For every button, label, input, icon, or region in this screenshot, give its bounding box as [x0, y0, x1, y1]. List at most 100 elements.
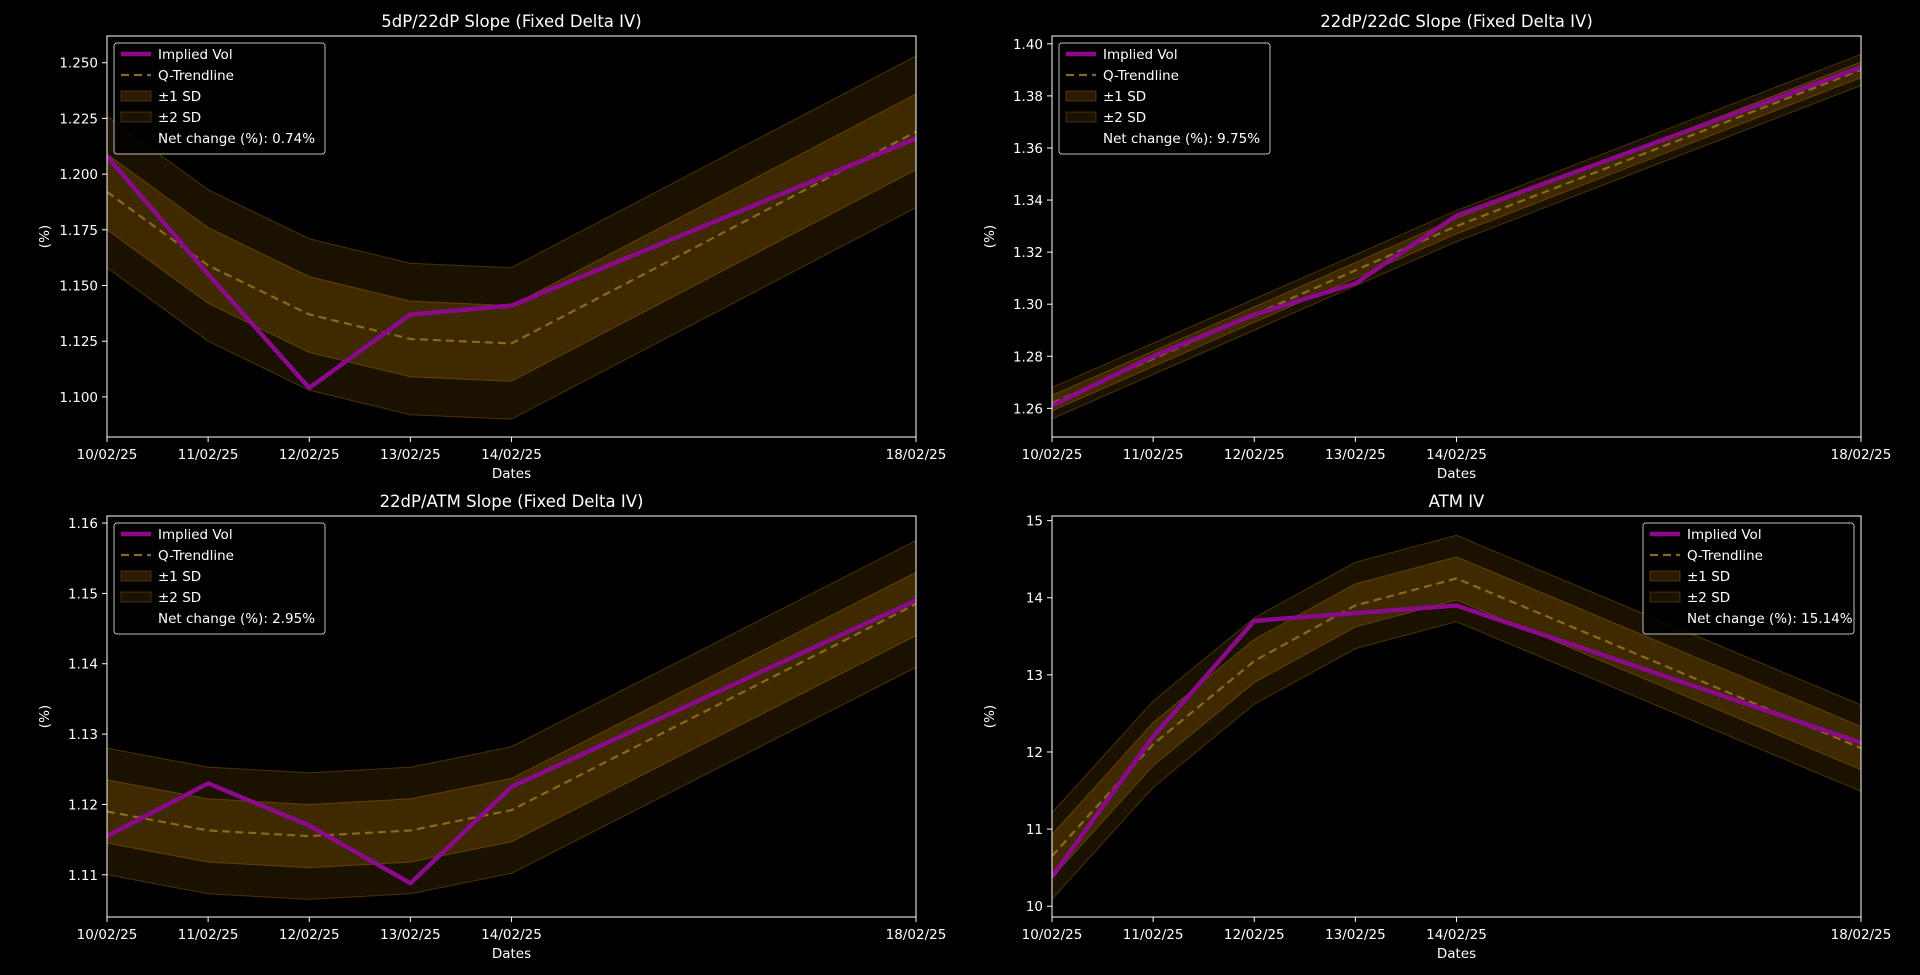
legend-label-q-trendline: Q-Trendline — [1103, 68, 1179, 84]
y-tick-label: 12 — [1026, 745, 1043, 761]
x-tick-label: 11/02/25 — [1123, 927, 1184, 943]
series-implied-vol — [1052, 603, 1861, 879]
legend-box — [1642, 522, 1855, 635]
y-tick-label: 13 — [1026, 668, 1043, 684]
y-tick-label: 1.12 — [68, 797, 98, 813]
y-tick-label: 1.36 — [1013, 141, 1043, 157]
legend-label-implied-vol: Implied Vol — [1687, 527, 1762, 543]
x-tick-label: 14/02/25 — [481, 927, 542, 943]
y-tick-label: 10 — [1026, 899, 1043, 915]
legend-label-implied-vol: Implied Vol — [1103, 47, 1178, 63]
series-implied-vol — [107, 598, 916, 886]
x-tick-label: 13/02/25 — [1325, 447, 1386, 463]
y-tick-label: 15 — [1026, 514, 1043, 530]
y-axis-label: (%) — [982, 705, 998, 728]
plot-area — [1052, 53, 1861, 420]
x-tick-label: 10/02/25 — [1022, 927, 1083, 943]
chart-title: ATM IV — [1429, 492, 1485, 511]
x-tick-label: 10/02/25 — [77, 927, 138, 943]
chart-panel-1: 10/02/25 11/02/25 12/02/25 13/02/25 14/02/25… — [37, 12, 946, 482]
legend-box — [113, 522, 326, 635]
legend-swatch-1sd — [120, 90, 152, 102]
legend-label-2sd: ±2 SD — [1103, 110, 1146, 126]
y-tick-label: 1.150 — [59, 279, 98, 295]
x-tick-label: 18/02/25 — [1831, 927, 1892, 943]
band-1sd — [1052, 61, 1861, 412]
legend-label-q-trendline: Q-Trendline — [158, 68, 234, 84]
x-tick-label: 18/02/25 — [886, 927, 947, 943]
y-tick-label: 14 — [1026, 591, 1043, 607]
legend-label-implied-vol: Implied Vol — [158, 527, 233, 543]
x-tick-label: 14/02/25 — [1426, 927, 1487, 943]
legend-label-1sd: ±1 SD — [158, 89, 201, 105]
y-tick-label: 1.30 — [1013, 297, 1043, 313]
y-tick-label: 1.32 — [1013, 245, 1043, 261]
legend: Implied Vol Q-Trendline ±1 SD ±2 SD Net chan… — [1058, 42, 1271, 155]
y-tick-label: 1.26 — [1013, 401, 1043, 417]
x-axis-label: Dates — [492, 946, 531, 962]
legend-label-q-trendline: Q-Trendline — [1687, 548, 1763, 564]
x-tick-label: 11/02/25 — [178, 447, 239, 463]
x-tick-label: 12/02/25 — [279, 927, 340, 943]
y-tick-label: 1.14 — [68, 657, 98, 673]
band-1sd — [1052, 556, 1861, 879]
legend-label-2sd: ±2 SD — [158, 590, 201, 606]
legend-swatch-1sd — [1649, 570, 1681, 582]
y-tick-label: 1.250 — [59, 56, 98, 72]
band-1sd — [107, 93, 916, 382]
y-tick-label: 1.225 — [59, 111, 98, 127]
legend-label-1sd: ±1 SD — [1103, 89, 1146, 105]
legend-swatch-1sd — [120, 570, 152, 582]
plot-area — [107, 540, 916, 900]
y-tick-label: 1.13 — [68, 727, 98, 743]
y-tick-label: 1.125 — [59, 334, 98, 350]
legend-label-2sd: ±2 SD — [158, 110, 201, 126]
legend-swatch-1sd — [1065, 90, 1097, 102]
x-tick-label: 18/02/25 — [1831, 447, 1892, 463]
y-axis-label: (%) — [37, 225, 53, 248]
y-tick-label: 1.175 — [59, 223, 98, 239]
legend-net-change: Net change (%): 0.74% — [158, 131, 315, 147]
legend-label-1sd: ±1 SD — [1687, 569, 1730, 585]
x-tick-label: 13/02/25 — [1325, 927, 1386, 943]
series-implied-vol — [107, 136, 916, 391]
x-axis-label: Dates — [1437, 946, 1476, 962]
plot-area — [107, 55, 916, 420]
x-tick-label: 10/02/25 — [77, 447, 138, 463]
chart-panel-2: 10/02/25 11/02/25 12/02/25 13/02/25 14/02/25… — [982, 12, 1891, 482]
x-tick-label: 10/02/25 — [1022, 447, 1083, 463]
legend-swatch-2sd — [120, 111, 152, 123]
band-2sd — [1052, 53, 1861, 420]
x-tick-label: 13/02/25 — [380, 447, 441, 463]
x-tick-label: 13/02/25 — [380, 927, 441, 943]
chart-title: 22dP/22dC Slope (Fixed Delta IV) — [1320, 12, 1593, 31]
legend-label-q-trendline: Q-Trendline — [158, 548, 234, 564]
x-tick-label: 12/02/25 — [1224, 447, 1285, 463]
y-axis-label: (%) — [37, 705, 53, 728]
legend-swatch-2sd — [1649, 591, 1681, 603]
legend-swatch-2sd — [1065, 111, 1097, 123]
y-tick-label: 1.200 — [59, 167, 98, 183]
band-1sd — [107, 571, 916, 869]
chart-title: 22dP/ATM Slope (Fixed Delta IV) — [380, 492, 644, 511]
series-q-trendline — [1052, 577, 1861, 857]
legend-box — [113, 42, 326, 155]
x-tick-label: 12/02/25 — [1224, 927, 1285, 943]
chart-panel-4: 10/02/25 11/02/25 12/02/25 13/02/25 14/02/25… — [982, 492, 1891, 962]
y-tick-label: 1.34 — [1013, 193, 1043, 209]
legend-net-change: Net change (%): 9.75% — [1103, 131, 1260, 147]
y-tick-label: 1.38 — [1013, 89, 1043, 105]
legend-swatch-2sd — [120, 591, 152, 603]
legend-label-implied-vol: Implied Vol — [158, 47, 233, 63]
band-2sd — [107, 540, 916, 900]
legend-label-1sd: ±1 SD — [158, 569, 201, 585]
x-axis-label: Dates — [1437, 466, 1476, 482]
x-axis-label: Dates — [492, 466, 531, 482]
y-tick-label: 1.16 — [68, 516, 98, 532]
y-tick-label: 1.100 — [59, 390, 98, 406]
legend: Implied Vol Q-Trendline ±1 SD ±2 SD Net chan… — [1642, 522, 1855, 635]
chart-title: 5dP/22dP Slope (Fixed Delta IV) — [381, 12, 641, 31]
x-tick-label: 14/02/25 — [481, 447, 542, 463]
y-tick-label: 11 — [1026, 822, 1043, 838]
